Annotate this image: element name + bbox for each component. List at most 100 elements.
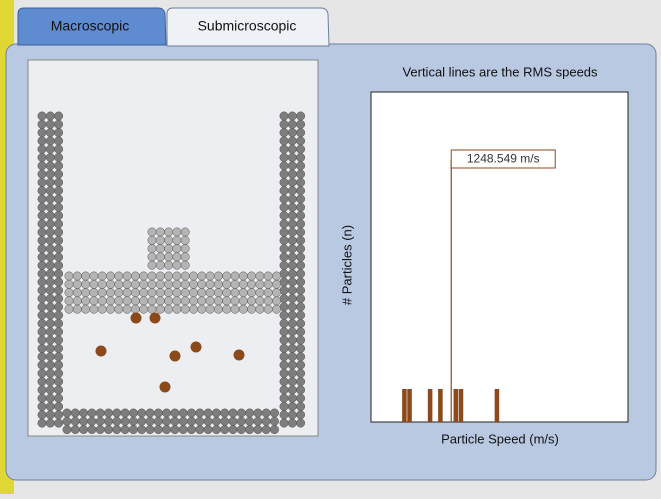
wall-atom [279,202,289,212]
piston-atom [106,271,115,281]
piston-atom [97,288,107,298]
wall-atom [45,327,55,337]
wall-atom [45,418,55,428]
piston-atom [222,279,232,289]
piston-atom [263,304,273,314]
piston-atom [72,288,82,298]
piston-atom [197,279,207,289]
piston-atom [247,304,257,314]
wall-atom [54,119,64,129]
wall-atom [287,285,297,295]
wall-atom [54,343,64,353]
wall-atom [79,425,89,435]
plot-area [370,91,629,423]
wall-atom [279,144,289,154]
piston-atom [247,279,257,289]
wall-atom [236,416,246,426]
piston-atom [139,271,149,281]
wall-atom [128,408,138,418]
wall-atom [296,260,306,270]
wall-atom [296,136,306,146]
wall-atom [137,425,147,435]
piston-atom [164,227,174,237]
piston-atom [205,296,215,306]
piston-atom [114,304,124,314]
piston-atom [81,279,91,289]
piston-atom [172,296,182,306]
tab[interactable] [17,7,167,46]
wall-atom [270,425,279,435]
wall-atom [153,408,163,418]
wall-atom [296,277,306,287]
wall-atom [45,252,55,262]
wall-atom [37,169,47,179]
wall-atom [270,416,279,426]
wall-atom [170,416,180,426]
wall-atom [296,285,306,295]
wall-atom [296,302,306,312]
piston-atom [197,296,207,306]
wall-atom [287,368,297,378]
wall-atom [37,385,47,395]
piston-atom [97,296,107,306]
wall-atom [279,310,289,320]
wall-atom [145,408,155,418]
tab-label: Macroscopic [51,18,130,34]
piston-atom [247,271,257,281]
wall-atom [37,335,47,345]
wall-atom [187,425,196,435]
wall-atom [54,269,64,279]
tab-label: Submicroscopic [198,18,297,34]
piston-atom [255,296,265,306]
wall-atom [54,244,64,254]
wall-atom [45,211,55,221]
tab-selected[interactable] [166,7,330,47]
piston-atom [272,288,281,298]
gas-particle [149,312,161,324]
wall-atom [287,319,297,328]
piston-atom [64,296,74,306]
piston-atom [164,304,174,314]
wall-atom [120,408,130,418]
wall-atom [54,277,64,287]
piston-atom [72,279,82,289]
wall-atom [236,408,246,418]
wall-atom [287,227,297,237]
wall-atom [45,377,55,387]
piston-atom [213,296,223,306]
wall-atom [54,211,64,221]
wall-atom [287,211,297,221]
wall-atom [54,410,64,420]
piston-atom [64,271,74,281]
wall-atom [287,269,297,279]
wall-atom [279,111,289,121]
wall-atom [287,260,297,270]
wall-atom [45,144,55,154]
piston-atom [164,252,174,262]
piston-atom [97,271,107,281]
wall-atom [45,186,55,196]
wall-atom [37,285,47,295]
wall-atom [279,236,289,245]
wall-atom [37,352,47,362]
wall-atom [54,327,64,337]
wall-atom [296,111,306,121]
wall-atom [37,310,47,320]
piston-atom [81,304,91,314]
wall-atom [45,227,55,237]
piston-atom [263,271,273,281]
piston-atom [180,279,190,289]
wall-atom [195,416,205,426]
wall-atom [37,410,47,420]
piston-atom [180,235,190,245]
simulation [37,111,306,435]
piston-atom [147,288,157,298]
wall-atom [162,425,172,435]
wall-atom [45,277,55,287]
wall-atom [279,269,289,279]
wall-atom [37,194,47,204]
wall-atom [162,416,172,426]
wall-atom [54,302,64,312]
piston-atom [97,279,107,289]
